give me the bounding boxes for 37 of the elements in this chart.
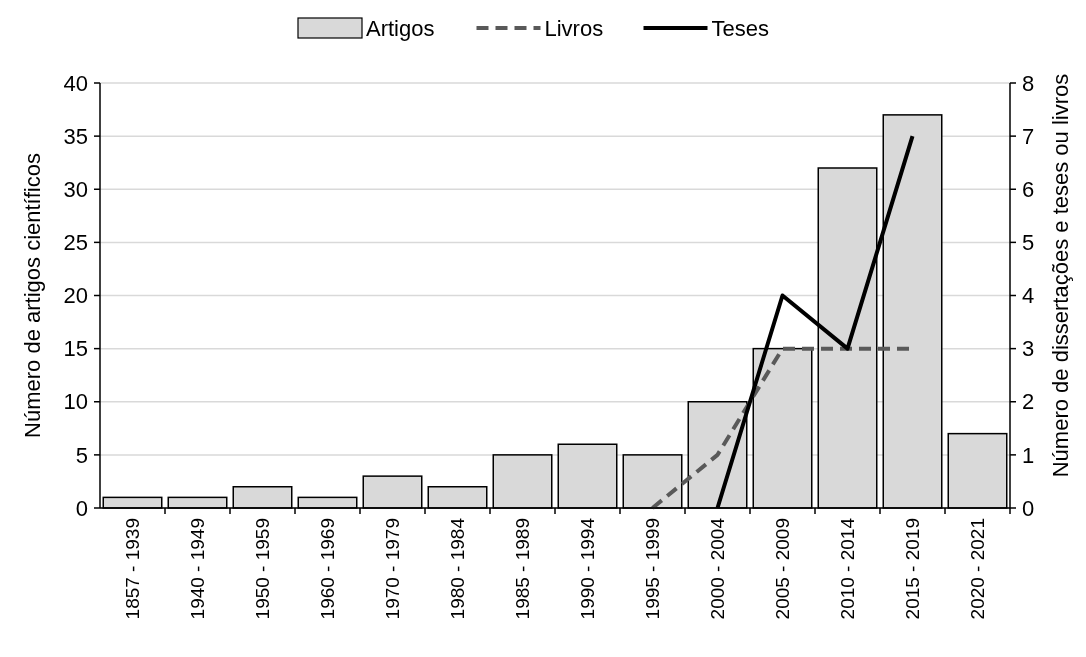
y-tick-label: 40 — [63, 70, 88, 96]
x-tick-label: 2020 - 2021 — [967, 518, 989, 620]
y-tick-label: 15 — [63, 336, 88, 362]
y-tick-label: 0 — [75, 495, 88, 521]
y2-tick-label: 1 — [1022, 442, 1035, 468]
x-tick-label: 2005 - 2009 — [772, 518, 794, 620]
y-tick-label: 10 — [63, 389, 88, 415]
y2-tick-label: 5 — [1022, 230, 1035, 256]
y2-tick-label: 4 — [1022, 283, 1035, 309]
x-tick-label: 1995 - 1999 — [642, 518, 664, 620]
y2-tick-label: 7 — [1022, 123, 1035, 149]
y2-tick-label: 0 — [1022, 495, 1035, 521]
x-tick-label: 1857 - 1939 — [122, 518, 144, 620]
y-axis-title: Número de artigos científicos — [20, 153, 45, 438]
y2-tick-label: 3 — [1022, 336, 1035, 362]
x-tick-label: 1950 - 1959 — [252, 518, 274, 620]
x-tick-label: 1940 - 1949 — [187, 518, 209, 620]
legend-label: Artigos — [366, 15, 435, 41]
x-tick-label: 1960 - 1969 — [317, 518, 339, 620]
x-tick-label: 2015 - 2019 — [902, 518, 924, 620]
y2-axis-title: Número de dissertações e teses ou livros — [1048, 73, 1073, 478]
x-tick-label: 1980 - 1984 — [447, 517, 469, 620]
y-tick-label: 20 — [63, 283, 88, 309]
legend-label: Livros — [544, 15, 604, 41]
y-tick-label: 25 — [63, 230, 88, 256]
y-tick-label: 5 — [75, 442, 88, 468]
x-tick-label: 1970 - 1979 — [382, 518, 404, 620]
y-tick-label: 35 — [63, 123, 88, 149]
y2-tick-label: 2 — [1022, 389, 1035, 415]
x-tick-label: 1990 - 1994 — [577, 517, 599, 620]
x-tick-label: 1985 - 1989 — [512, 518, 534, 620]
x-tick-label: 2010 - 2014 — [837, 517, 859, 620]
y2-tick-label: 6 — [1022, 176, 1035, 202]
y-tick-label: 30 — [63, 176, 88, 202]
y2-tick-label: 8 — [1022, 70, 1035, 96]
legend-label: Teses — [711, 15, 769, 41]
x-tick-label: 2000 - 2004 — [707, 517, 729, 620]
